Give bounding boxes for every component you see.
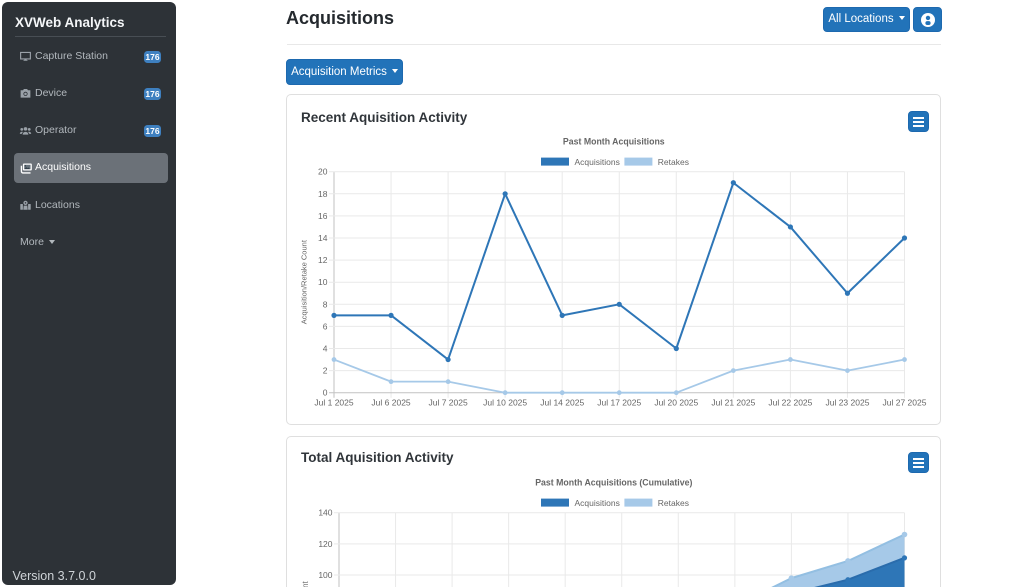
svg-text:Jul 6 2025: Jul 6 2025 [371, 398, 410, 408]
svg-text:Jul 7 2025: Jul 7 2025 [428, 398, 467, 408]
svg-text:4: 4 [323, 344, 328, 354]
svg-text:Jul 1 2025: Jul 1 2025 [314, 398, 353, 408]
svg-text:18: 18 [318, 189, 328, 199]
svg-text:Jul 27 2025: Jul 27 2025 [883, 398, 927, 408]
svg-text:2: 2 [323, 366, 328, 376]
svg-text:10: 10 [318, 277, 328, 287]
svg-text:14: 14 [318, 233, 328, 243]
svg-text:Jul 17 2025: Jul 17 2025 [597, 398, 641, 408]
svg-text:16: 16 [318, 211, 328, 221]
svg-text:Jul 10 2025: Jul 10 2025 [483, 398, 527, 408]
svg-text:Past Month Acquisitions (Cumul: Past Month Acquisitions (Cumulative) [535, 478, 692, 488]
svg-text:Retakes: Retakes [658, 498, 689, 508]
svg-text:Jul 20 2025: Jul 20 2025 [654, 398, 698, 408]
svg-text:Jul 22 2025: Jul 22 2025 [768, 398, 812, 408]
svg-text:Acquisition/Retake Count: Acquisition/Retake Count [300, 239, 309, 324]
svg-text:120: 120 [318, 539, 332, 549]
svg-text:0: 0 [323, 388, 328, 398]
svg-text:Jul 21 2025: Jul 21 2025 [711, 398, 755, 408]
svg-text:8: 8 [323, 299, 328, 309]
svg-text:Past Month Acquisitions: Past Month Acquisitions [563, 137, 665, 147]
svg-text:Acquisitions: Acquisitions [575, 157, 620, 167]
svg-text:100: 100 [318, 570, 332, 580]
svg-text:6: 6 [323, 321, 328, 331]
svg-text:12: 12 [318, 255, 328, 265]
svg-text:140: 140 [318, 508, 332, 518]
svg-text:Acquisitions: Acquisitions [575, 498, 620, 508]
svg-text:Jul 14 2025: Jul 14 2025 [540, 398, 584, 408]
svg-text:Retakes: Retakes [658, 157, 689, 167]
svg-text:Total Acquisition Count: Total Acquisition Count [301, 580, 310, 587]
svg-text:20: 20 [318, 167, 328, 177]
svg-text:Jul 23 2025: Jul 23 2025 [825, 398, 869, 408]
